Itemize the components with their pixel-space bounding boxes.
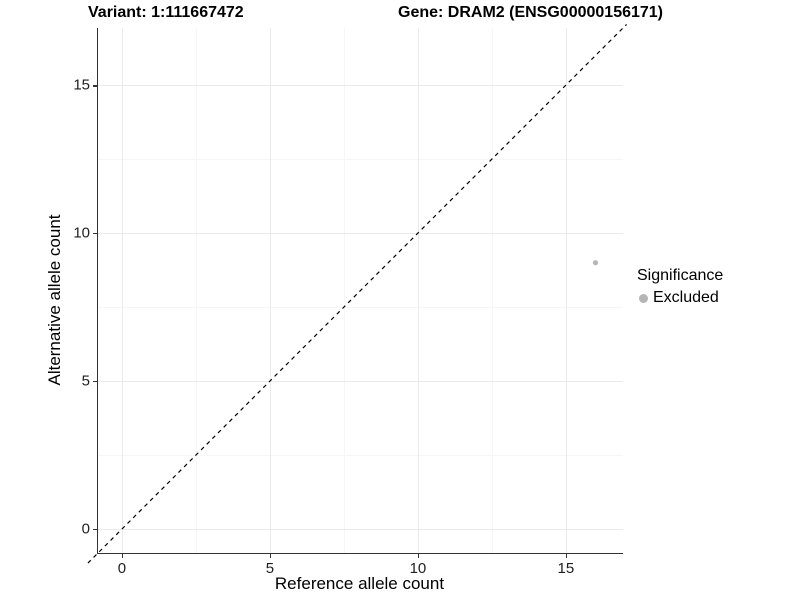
x-gridline-major xyxy=(417,28,419,553)
y-gridline-major xyxy=(98,381,623,383)
x-tick-label: 0 xyxy=(117,560,127,577)
y-tick-label: 5 xyxy=(81,372,90,390)
y-gridline-minor xyxy=(98,159,623,161)
legend-item-label: Excluded xyxy=(653,289,719,306)
y-gridline-major xyxy=(98,529,623,531)
x-tick-label: 10 xyxy=(409,560,427,577)
legend-item-excluded: Excluded xyxy=(639,289,723,307)
x-gridline-minor xyxy=(491,28,493,553)
x-axis-title: Reference allele count xyxy=(274,574,445,593)
plot-title-variant: Variant: 1:111667472 xyxy=(88,4,244,21)
legend: Significance Excluded xyxy=(637,267,723,307)
x-tick-mark xyxy=(417,553,420,558)
plot-panel: 0 5 10 15 0 5 10 15 xyxy=(73,24,627,577)
x-tick-mark xyxy=(121,553,124,558)
data-point xyxy=(592,260,599,266)
x-tick-label: 15 xyxy=(557,560,575,577)
y-gridline-major xyxy=(98,85,623,87)
identity-line xyxy=(87,24,627,564)
x-gridline-major xyxy=(121,28,123,553)
y-gridline-minor xyxy=(98,455,623,457)
y-tick-mark xyxy=(93,529,98,531)
x-gridline-major xyxy=(269,28,271,553)
x-tick-mark xyxy=(565,553,568,558)
y-tick-mark xyxy=(93,381,98,383)
y-tick-label: 15 xyxy=(73,76,90,94)
y-tick-mark xyxy=(93,233,98,235)
y-tick-label: 0 xyxy=(81,520,90,538)
plot-title-gene: Gene: DRAM2 (ENSG00000156171) xyxy=(398,4,664,21)
y-axis-title: Alternative allele count xyxy=(45,214,64,386)
y-tick-label: 10 xyxy=(73,224,90,242)
x-tick-label: 5 xyxy=(265,560,275,577)
y-gridline-major xyxy=(98,233,623,235)
legend-key-dot-icon xyxy=(639,293,648,303)
x-gridline-minor xyxy=(343,28,345,553)
legend-title: Significance xyxy=(637,267,724,284)
plot-draw-layer xyxy=(87,24,627,564)
x-gridline-minor xyxy=(195,28,197,553)
x-gridline-major xyxy=(565,28,567,553)
x-tick-mark xyxy=(269,553,272,558)
y-gridline-minor xyxy=(98,307,623,309)
y-tick-mark xyxy=(93,85,98,87)
